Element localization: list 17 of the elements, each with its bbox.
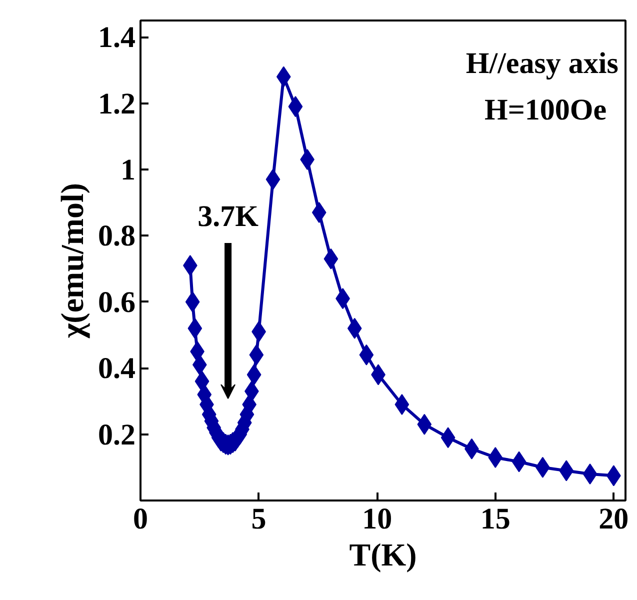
x-tick-label: 10 [362,502,392,536]
y-tick-label: 1.4 [98,21,136,54]
y-tick-label: 0.4 [98,352,136,386]
y-axis-title: χ(emu/mol) [54,182,90,340]
x-tick-label: 0 [133,502,148,536]
y-tick-label: 1 [120,153,136,186]
annotation: 3.7K [198,200,260,234]
y-tick-label: 0.8 [98,220,136,253]
y-tick-label: 0.6 [98,286,136,319]
x-tick-label: 15 [480,502,510,536]
x-tick-label: 5 [251,502,266,536]
x-tick-label: 20 [598,502,629,536]
y-tick-label: 1.2 [98,87,136,120]
x-axis-title: T(K) [349,536,417,572]
y-tick-label: 0.2 [98,418,136,452]
annotation: H//easy axis [466,47,618,80]
annotation: H=100Oe [484,93,607,126]
